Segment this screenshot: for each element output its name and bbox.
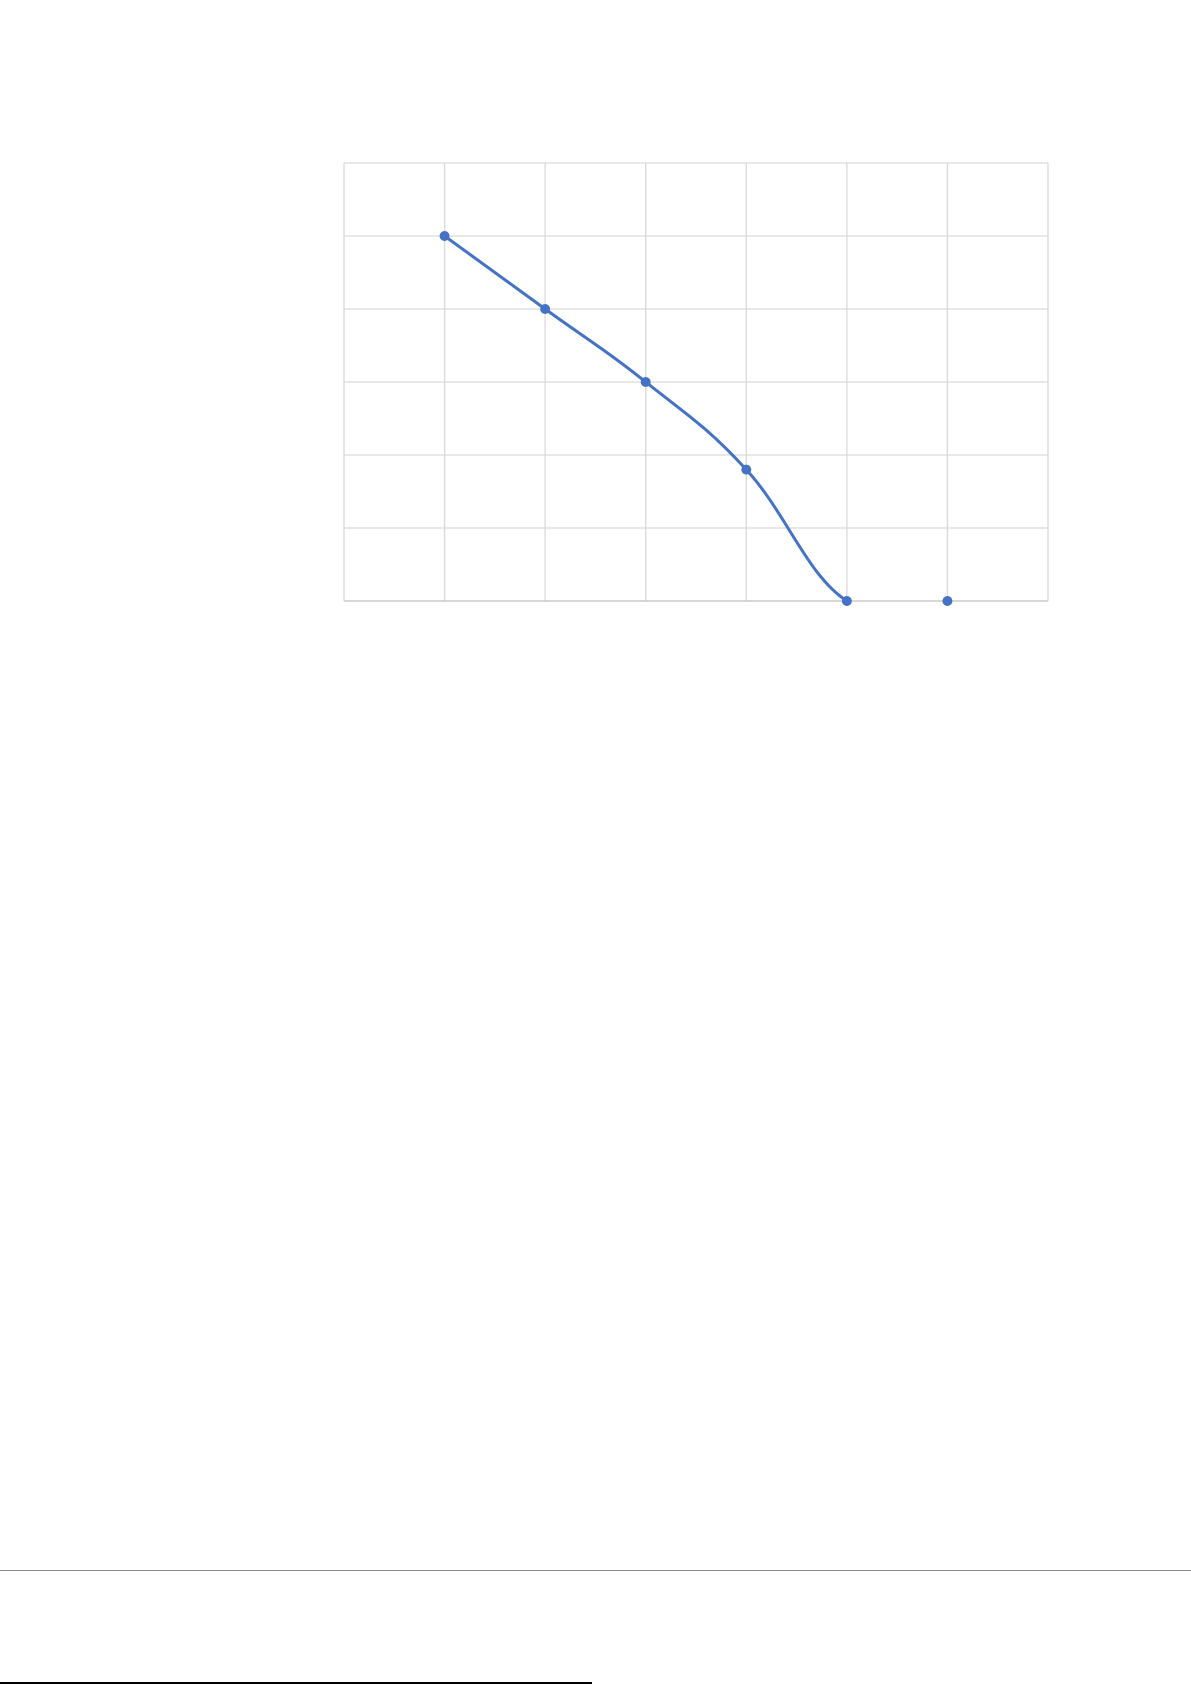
- data-point: [540, 304, 551, 314]
- line-chart: [343, 162, 1049, 606]
- data-point: [439, 231, 450, 241]
- data-point: [741, 464, 752, 475]
- data-point: [841, 596, 852, 606]
- footer-rule: [0, 1682, 592, 1684]
- data-point: [640, 377, 651, 387]
- data-point: [942, 596, 953, 606]
- page-divider: [0, 1570, 1191, 1571]
